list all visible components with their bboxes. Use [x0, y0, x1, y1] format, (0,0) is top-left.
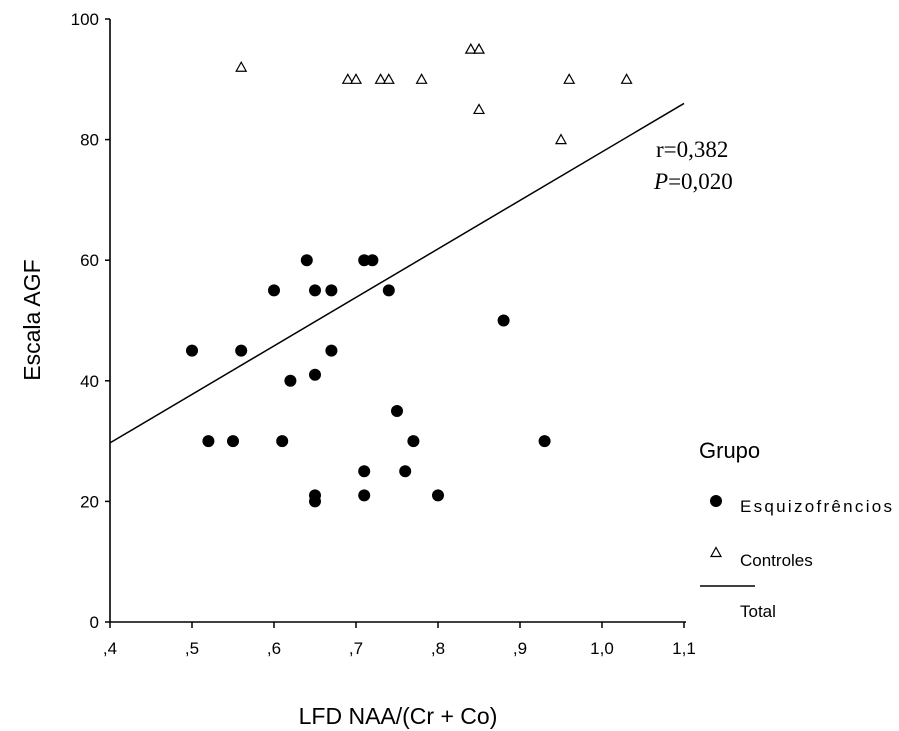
x-tick-label: ,4	[103, 639, 117, 658]
point-controles	[472, 42, 486, 54]
data-points	[186, 42, 633, 508]
y-tick-label: 60	[80, 251, 99, 270]
point-esquizofrenicos	[399, 465, 412, 478]
point-controles	[620, 73, 633, 84]
point-esquizofrenicos	[309, 368, 321, 381]
legend: Grupo Esquizofrêncios Controles Total	[699, 438, 892, 621]
x-tick-label: 1,1	[672, 639, 696, 658]
point-esquizofrenicos	[284, 374, 297, 387]
x-axis-title: LFD NAA/(Cr + Co)	[299, 703, 498, 729]
point-esquizofrenicos	[538, 435, 551, 448]
point-esquizofrenicos	[268, 284, 280, 297]
point-controles	[341, 73, 354, 84]
trend-line-group	[109, 102, 685, 444]
point-esquizofrenicos	[227, 435, 239, 448]
x-tick-label: 1,0	[590, 639, 614, 658]
point-esquizofrenicos	[432, 489, 444, 502]
y-tick-label: 100	[71, 10, 99, 29]
x-tick-label: ,7	[349, 639, 363, 658]
legend-marker-controles	[709, 546, 723, 558]
point-controles	[472, 103, 486, 115]
point-esquizofrenicos	[358, 489, 371, 502]
p-symbol: P	[653, 169, 668, 194]
p-value-label: P=0,020	[653, 169, 733, 194]
trend-line-total	[109, 102, 685, 444]
point-esquizofrenicos	[391, 404, 403, 417]
y-ticks: 0 20 40 60 80 100	[71, 10, 110, 632]
legend-marker-esquizofrenicos	[710, 495, 722, 507]
legend-label-esquizofrenicos: Esquizofrêncios	[740, 497, 892, 516]
point-esquizofrenicos	[325, 284, 338, 297]
point-esquizofrenicos	[358, 465, 371, 478]
point-esquizofrenicos	[202, 435, 215, 448]
x-tick-label: ,9	[513, 639, 527, 658]
point-controles	[554, 133, 568, 145]
point-controles	[382, 73, 395, 84]
point-esquizofrenicos	[358, 254, 371, 267]
point-esquizofrenicos	[309, 284, 321, 297]
x-tick-label: ,8	[431, 639, 445, 658]
x-ticks: ,4 ,5 ,6 ,7 ,8 ,9 1,0 1,1	[103, 622, 696, 658]
axes	[109, 19, 686, 623]
point-esquizofrenicos	[186, 344, 198, 357]
point-esquizofrenicos	[309, 495, 321, 508]
y-tick-label: 0	[90, 613, 99, 632]
y-tick-label: 20	[80, 492, 99, 511]
y-axis-title: Escala AGF	[19, 259, 45, 380]
correlation-label: r=0,382	[656, 137, 728, 162]
point-esquizofrenicos	[276, 435, 289, 448]
legend-label-controles: Controles	[740, 551, 813, 570]
y-tick-label: 80	[80, 131, 99, 150]
legend-label-total: Total	[740, 602, 776, 621]
x-tick-label: ,5	[185, 639, 199, 658]
point-esquizofrenicos	[366, 254, 379, 267]
point-esquizofrenicos	[235, 344, 248, 357]
point-controles	[349, 73, 363, 84]
point-controles	[374, 73, 387, 84]
point-esquizofrenicos	[382, 284, 395, 297]
point-esquizofrenicos	[497, 314, 510, 327]
x-tick-label: ,6	[267, 639, 281, 658]
point-esquizofrenicos	[325, 344, 338, 357]
point-controles	[235, 61, 248, 72]
point-esquizofrenicos	[300, 254, 313, 267]
point-controles	[563, 73, 576, 84]
point-esquizofrenicos	[407, 435, 420, 448]
y-tick-label: 40	[80, 372, 99, 391]
p-value: =0,020	[668, 169, 733, 194]
point-controles	[464, 42, 477, 54]
legend-title: Grupo	[699, 438, 760, 463]
point-controles	[415, 73, 428, 84]
